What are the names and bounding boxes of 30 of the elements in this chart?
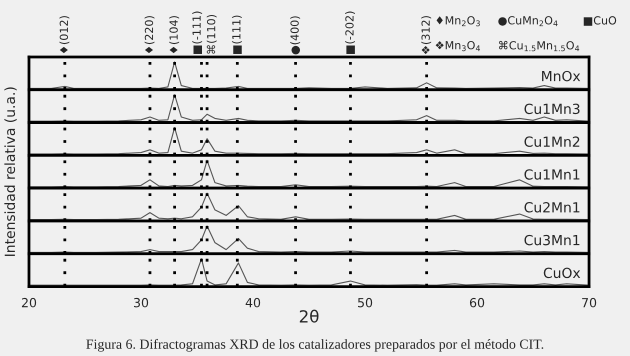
text: ●CuMn$_{2}$O$_{4}$ bbox=[498, 16, 558, 26]
y-axis-title: Intensidad relativa (u.a.) bbox=[4, 87, 17, 256]
x-tick-label: 70 bbox=[582, 298, 596, 308]
text: ■(-111) bbox=[192, 12, 202, 54]
text: ■(111) bbox=[232, 16, 242, 54]
text: ♦(220) bbox=[144, 16, 154, 54]
x-axis-title: 2θ bbox=[300, 310, 319, 323]
x-tick-label: 20 bbox=[22, 298, 36, 308]
text: MnOx bbox=[542, 70, 580, 82]
text: Figura 6. Difractogramas XRD de los catalizadores preparados por el método CIT. bbox=[86, 338, 544, 352]
text: ♦(104) bbox=[169, 16, 180, 54]
text: ♦Mn$_{2}$O$_{3}$ bbox=[436, 16, 480, 26]
text: CuOx bbox=[544, 268, 580, 278]
x-tick-label: 30 bbox=[134, 298, 148, 308]
text: Cu1Mn1 bbox=[524, 169, 580, 180]
text: Cu1Mn3 bbox=[524, 104, 580, 114]
text: ⌘Cu$_{1.5}$Mn$_{1.5}$O$_{4}$ bbox=[499, 40, 580, 52]
text: ♦(012) bbox=[59, 16, 70, 54]
text: ❖(312) bbox=[421, 16, 432, 54]
x-tick-label: 50 bbox=[358, 298, 372, 308]
text: ■CuO bbox=[584, 16, 616, 26]
x-tick-label: 40 bbox=[246, 298, 260, 308]
text: Cu1Mn2 bbox=[524, 136, 580, 147]
text: ⌘(110) bbox=[206, 14, 217, 54]
text: ●(400) bbox=[290, 16, 300, 54]
text: Cu2Mn1 bbox=[524, 202, 580, 213]
text: ■(-202) bbox=[345, 12, 355, 54]
text: ❖Mn$_{3}$O$_{4}$ bbox=[436, 41, 480, 52]
text: Cu3Mn1 bbox=[524, 234, 580, 246]
x-tick-label: 60 bbox=[470, 298, 484, 308]
